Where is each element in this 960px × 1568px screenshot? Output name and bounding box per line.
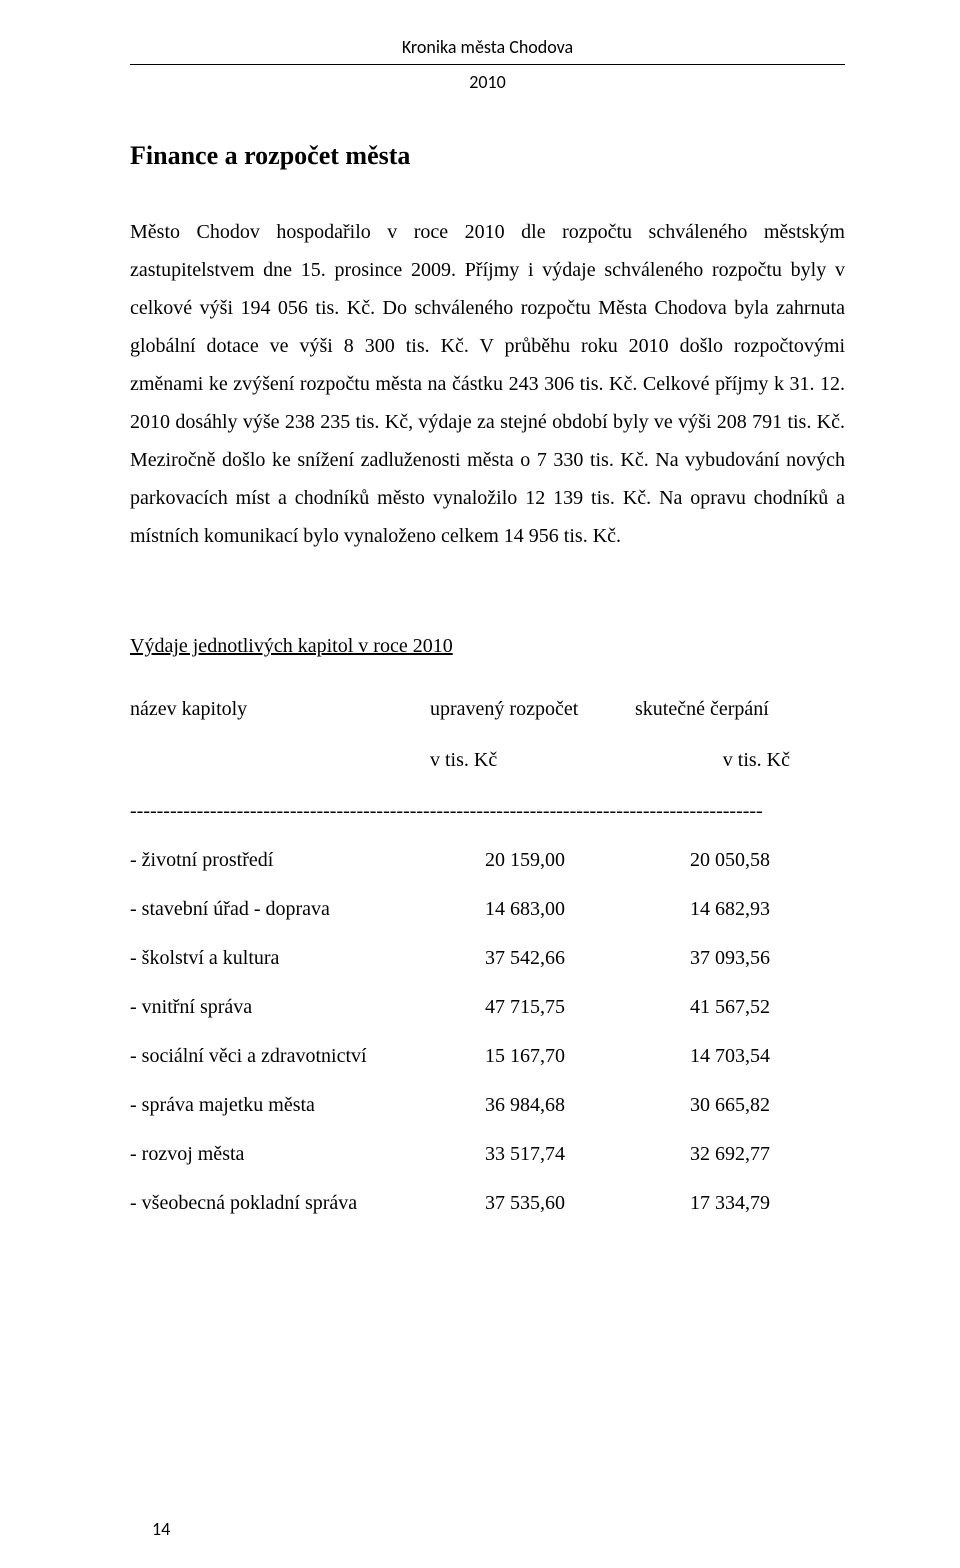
table-row: - sociální věci a zdravotnictví15 167,70… — [130, 1045, 845, 1068]
row-label: - rozvoj města — [130, 1143, 430, 1166]
row-actual: 37 093,56 — [635, 947, 770, 970]
row-budget: 20 159,00 — [430, 849, 635, 872]
row-actual: 41 567,52 — [635, 996, 770, 1019]
row-budget: 15 167,70 — [430, 1045, 635, 1068]
section-heading: Finance a rozpočet města — [130, 141, 845, 171]
row-label: - správa majetku města — [130, 1094, 430, 1117]
row-budget: 37 542,66 — [430, 947, 635, 970]
table-row: - rozvoj města33 517,7432 692,77 — [130, 1143, 845, 1166]
row-label: - životní prostředí — [130, 849, 430, 872]
row-label: - školství a kultura — [130, 947, 430, 970]
row-actual: 14 682,93 — [635, 898, 770, 921]
units-actual: v tis. Kč — [635, 749, 792, 772]
table-column-headers: název kapitoly upravený rozpočet skutečn… — [130, 698, 845, 721]
table-units-row: v tis. Kč v tis. Kč — [130, 749, 845, 772]
row-actual: 17 334,79 — [635, 1192, 770, 1215]
row-label: - sociální věci a zdravotnictví — [130, 1045, 430, 1068]
table-row: - všeobecná pokladní správa37 535,6017 3… — [130, 1192, 845, 1215]
page-number: 14 — [152, 1518, 170, 1540]
subsection-title: Výdaje jednotlivých kapitol v roce 2010 — [130, 635, 845, 658]
col-header-budget: upravený rozpočet — [430, 698, 635, 721]
row-actual: 32 692,77 — [635, 1143, 770, 1166]
header-title: Kronika města Chodova — [130, 36, 845, 58]
table-row: - stavební úřad - doprava14 683,0014 682… — [130, 898, 845, 921]
document-page: Kronika města Chodova 2010 Finance a roz… — [0, 0, 960, 1568]
units-budget: v tis. Kč — [430, 749, 635, 772]
row-label: - všeobecná pokladní správa — [130, 1192, 430, 1215]
row-actual: 14 703,54 — [635, 1045, 770, 1068]
row-budget: 36 984,68 — [430, 1094, 635, 1117]
table-row: - vnitřní správa47 715,7541 567,52 — [130, 996, 845, 1019]
row-budget: 33 517,74 — [430, 1143, 635, 1166]
row-budget: 47 715,75 — [430, 996, 635, 1019]
row-budget: 14 683,00 — [430, 898, 635, 921]
table-body: - životní prostředí20 159,0020 050,58 - s… — [130, 849, 845, 1215]
table-row: - správa majetku města36 984,6830 665,82 — [130, 1094, 845, 1117]
col-header-actual: skutečné čerpání — [635, 698, 845, 721]
row-actual: 30 665,82 — [635, 1094, 770, 1117]
table-row: - školství a kultura37 542,6637 093,56 — [130, 947, 845, 970]
body-paragraph: Město Chodov hospodařilo v roce 2010 dle… — [130, 213, 845, 555]
header-year: 2010 — [130, 71, 845, 93]
row-budget: 37 535,60 — [430, 1192, 635, 1215]
header-rule — [130, 64, 845, 65]
col-header-name: název kapitoly — [130, 698, 430, 721]
row-label: - vnitřní správa — [130, 996, 430, 1019]
row-label: - stavební úřad - doprava — [130, 898, 430, 921]
row-actual: 20 050,58 — [635, 849, 770, 872]
table-row: - životní prostředí20 159,0020 050,58 — [130, 849, 845, 872]
table-separator: ----------------------------------------… — [130, 800, 845, 823]
units-spacer — [130, 749, 430, 772]
